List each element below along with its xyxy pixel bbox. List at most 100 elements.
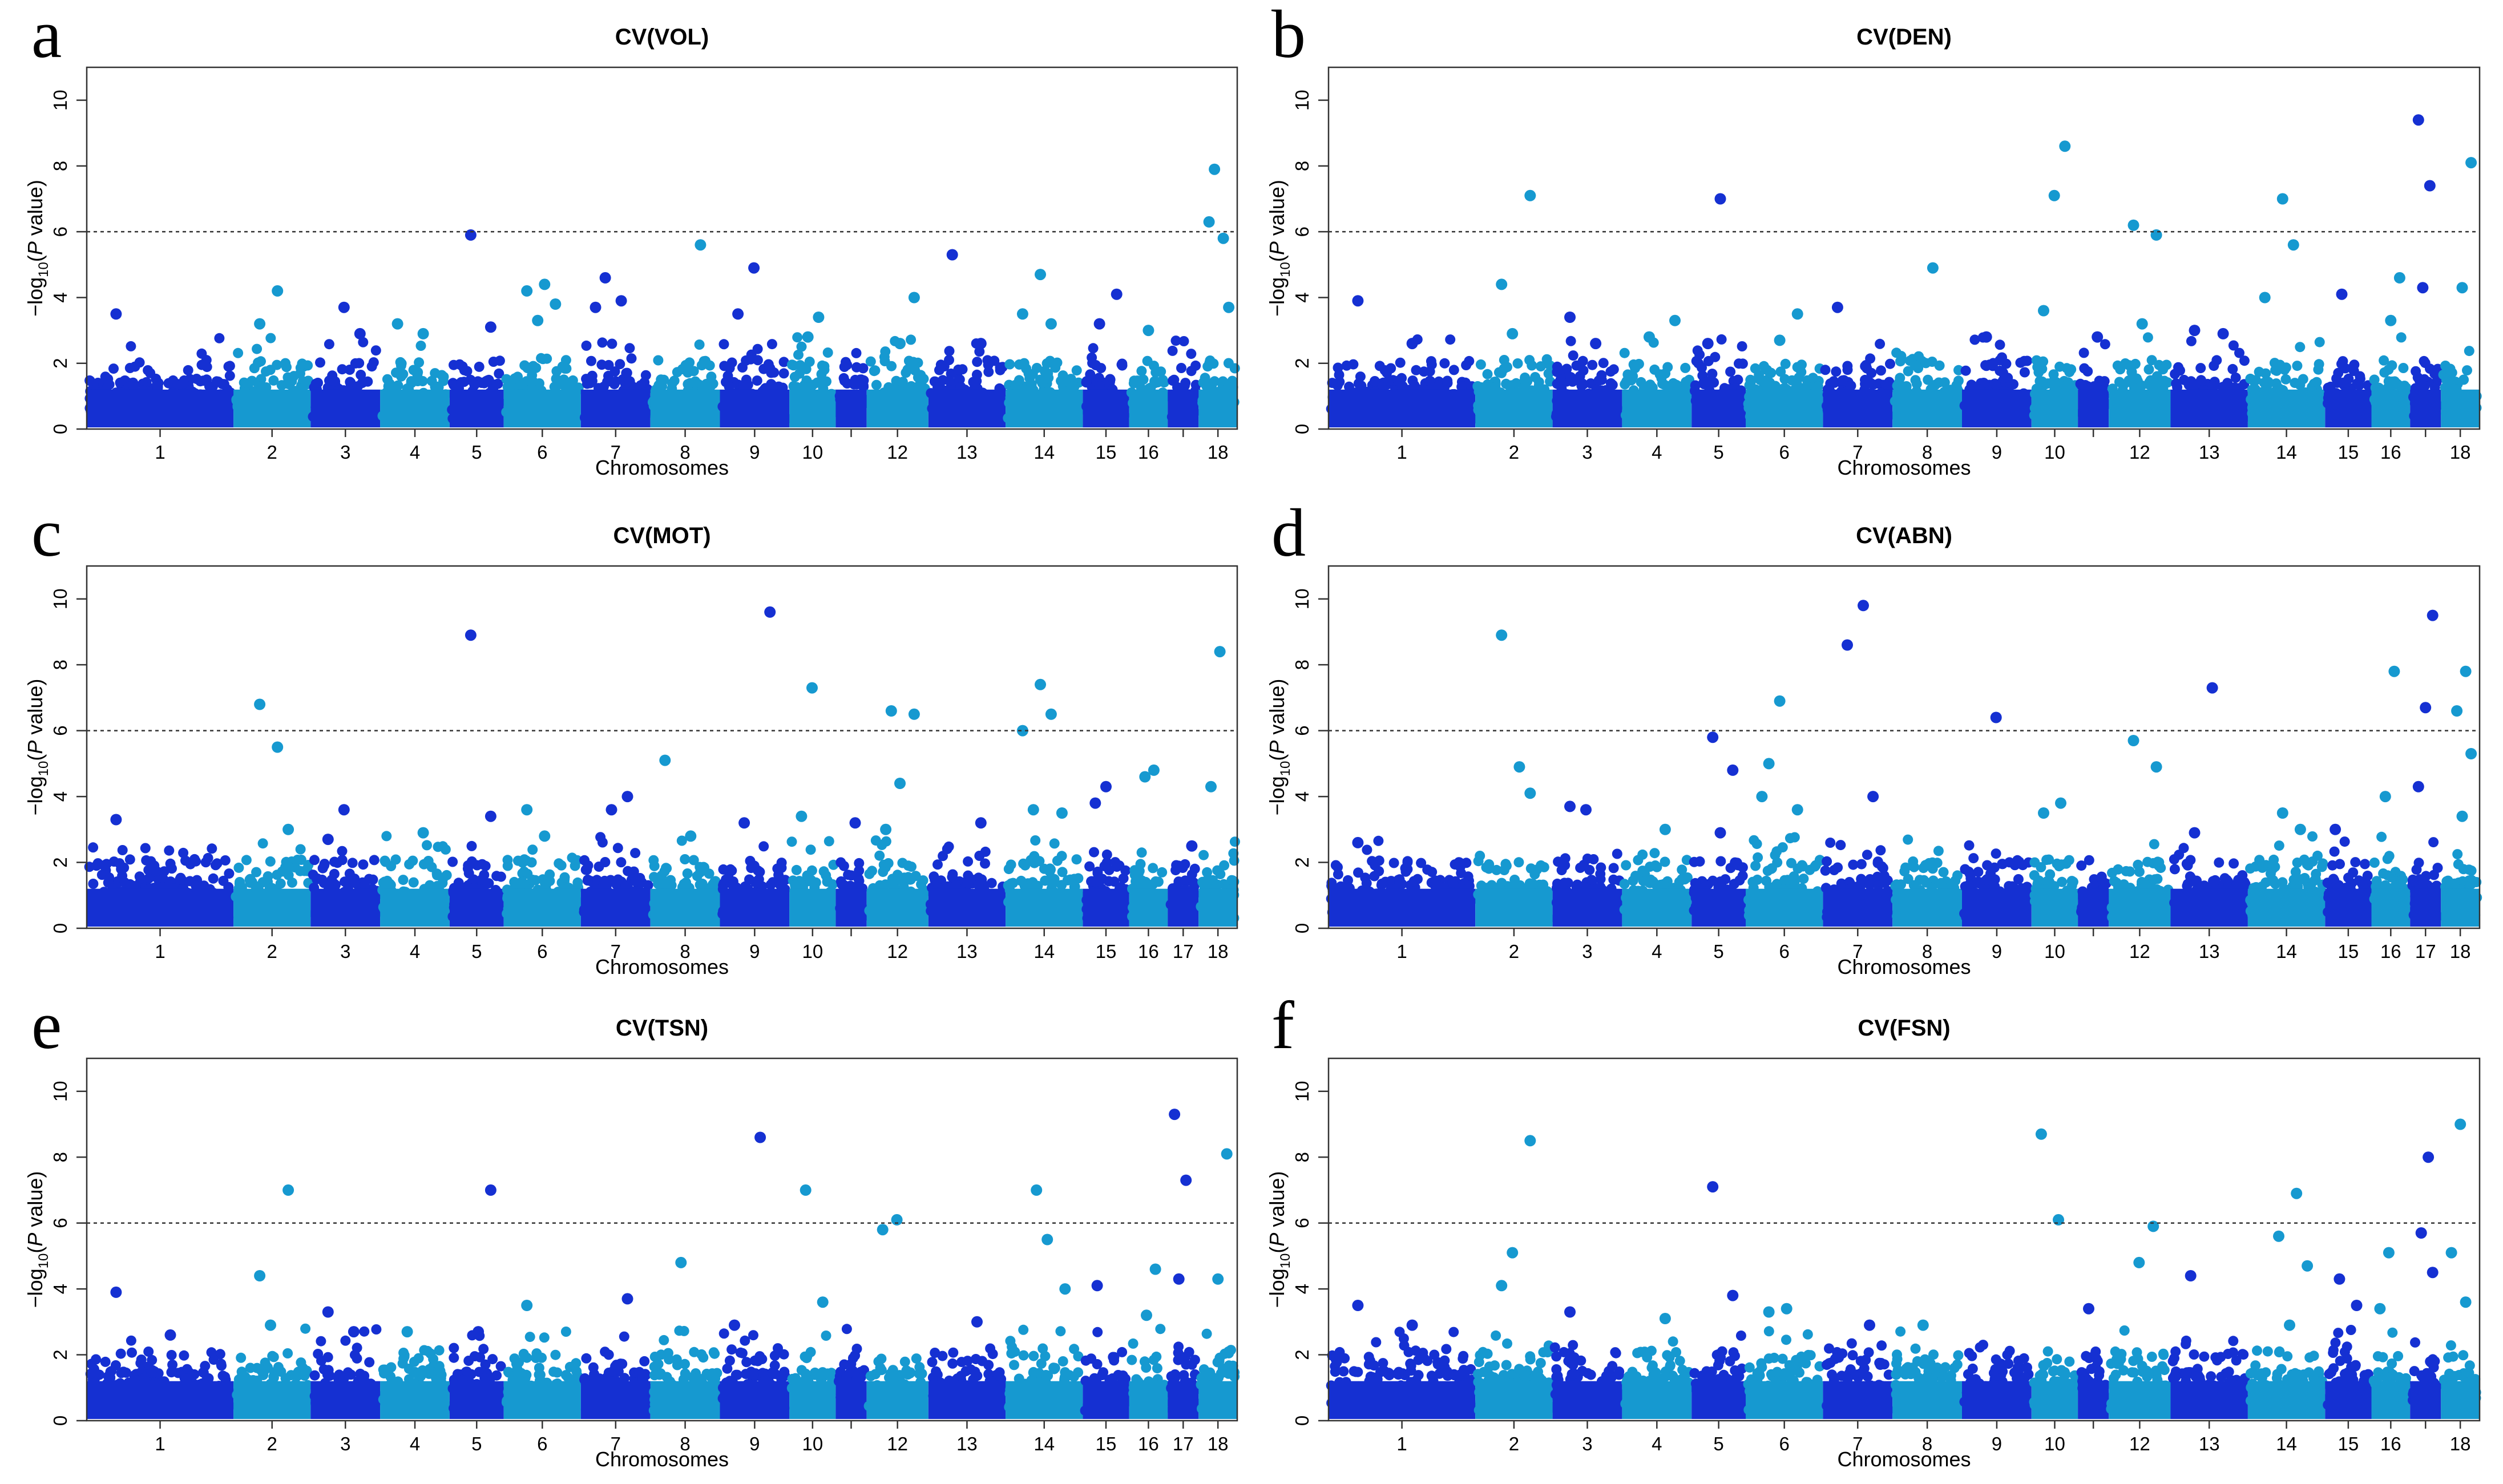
snp-density-band xyxy=(2441,389,2480,428)
snp-point xyxy=(1587,359,1598,370)
snp-point xyxy=(804,357,815,367)
snp-point xyxy=(2003,373,2013,383)
snp-point xyxy=(280,358,291,369)
snp-point xyxy=(1920,358,1931,369)
chromosome-6-points xyxy=(501,353,584,428)
snp-peak-point xyxy=(1669,314,1681,326)
snp-point xyxy=(1416,858,1427,868)
snp-point xyxy=(257,838,268,849)
snp-point xyxy=(251,867,262,878)
snp-point xyxy=(1825,838,1836,848)
snp-point xyxy=(1863,378,1874,389)
snp-peak-point xyxy=(110,814,122,826)
snp-peak-point xyxy=(2038,305,2049,317)
y-axis-label-prefix: −log xyxy=(1265,277,1289,317)
snp-point xyxy=(447,856,458,867)
snp-point xyxy=(370,345,381,356)
snp-peak-point xyxy=(2287,239,2299,251)
snp-point xyxy=(119,877,130,888)
snp-density-band xyxy=(2031,888,2078,927)
snp-point xyxy=(916,879,927,889)
x-tick-label: 3 xyxy=(340,442,350,463)
snp-density-band xyxy=(650,888,720,927)
snp-point xyxy=(1512,358,1523,369)
snp-point xyxy=(241,855,252,866)
snp-point xyxy=(2068,876,2078,887)
y-axis-label-suffix: value) xyxy=(23,679,47,741)
chromosome-2-points xyxy=(1473,851,1555,927)
snp-density-band xyxy=(2078,389,2109,428)
x-tick-label: 15 xyxy=(2338,442,2359,463)
snp-point xyxy=(1448,365,1459,375)
snp-peak-point xyxy=(1791,308,1803,320)
snp-peak-point xyxy=(550,298,562,310)
snp-point xyxy=(494,355,505,366)
snp-point xyxy=(2227,363,2238,374)
snp-point xyxy=(1810,861,1820,872)
snp-point xyxy=(183,365,193,375)
snp-point xyxy=(1150,367,1161,378)
x-tick-label: 12 xyxy=(887,442,908,463)
chromosome-9-points xyxy=(717,841,790,927)
snp-point xyxy=(2076,860,2087,871)
snp-point xyxy=(1040,366,1050,377)
snp-density-band xyxy=(2109,888,2171,927)
snp-peak-point xyxy=(1590,338,1602,350)
snp-point xyxy=(1085,369,1096,380)
snp-peak-point xyxy=(1035,269,1046,281)
snp-point xyxy=(233,862,244,873)
snp-point xyxy=(818,866,829,877)
snp-peak-point xyxy=(1524,189,1536,201)
snp-point xyxy=(2174,365,2185,375)
snp-point xyxy=(1152,377,1163,387)
snp-density-band xyxy=(87,389,234,428)
snp-density-band xyxy=(1622,389,1692,428)
snp-point xyxy=(719,361,730,371)
snp-density-band xyxy=(1823,888,1893,927)
snp-peak-point xyxy=(621,791,633,803)
snp-point xyxy=(2295,342,2306,353)
snp-point xyxy=(1426,356,1436,367)
snp-point xyxy=(724,381,734,392)
snp-point xyxy=(776,858,787,868)
y-axis-label-prefix: −log xyxy=(23,776,47,815)
snp-point xyxy=(1939,377,1950,388)
snp-point xyxy=(324,339,334,350)
snp-point xyxy=(944,346,955,357)
snp-point xyxy=(2228,340,2239,351)
chromosome-10-points xyxy=(786,332,838,428)
snp-point xyxy=(973,880,984,891)
snp-point xyxy=(1750,860,1761,871)
snp-point xyxy=(2254,366,2264,377)
snp-point xyxy=(986,878,997,888)
chromosome-3-points xyxy=(1551,848,1625,927)
y-tick-label: 6 xyxy=(1291,227,1313,237)
snp-point xyxy=(1397,381,1408,391)
snp-point xyxy=(903,355,914,366)
snp-point xyxy=(2019,367,2030,378)
panel-letter: b xyxy=(1271,0,1306,72)
snp-density-band xyxy=(1691,389,1746,428)
snp-point xyxy=(191,856,201,867)
snp-point xyxy=(653,355,664,366)
snp-point xyxy=(1586,875,1597,885)
snp-point xyxy=(1394,877,1405,888)
snp-point xyxy=(108,363,119,374)
y-axis-label: −log10(P value) xyxy=(1265,180,1293,317)
y-tick-label: 0 xyxy=(1291,424,1313,434)
snp-point xyxy=(2280,362,2291,373)
snp-point xyxy=(408,376,419,387)
snp-point xyxy=(1989,378,2000,389)
snp-point xyxy=(2445,363,2456,374)
snp-peak-point xyxy=(272,285,284,297)
snp-point xyxy=(796,341,807,352)
snp-point xyxy=(495,871,506,882)
snp-point xyxy=(2118,879,2129,890)
snp-cloud xyxy=(1326,831,2482,927)
snp-point xyxy=(1649,848,1660,859)
snp-peak-point xyxy=(485,321,496,333)
snp-point xyxy=(140,843,151,854)
snp-point xyxy=(117,845,128,855)
snp-point xyxy=(1973,867,1984,878)
